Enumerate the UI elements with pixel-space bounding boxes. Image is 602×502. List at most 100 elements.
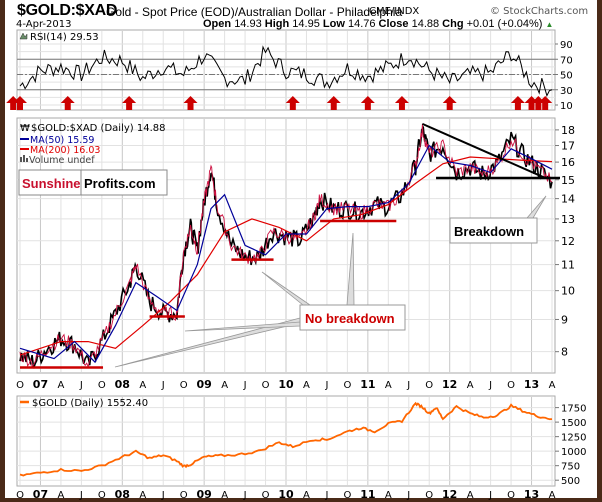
x-tick-label: O [16, 380, 24, 391]
x-tick-label: A [58, 380, 65, 391]
up-arrow-icon [60, 96, 75, 110]
x-tick-label: 12 [442, 488, 457, 501]
high-label: High [264, 18, 290, 30]
rsi-y-tick-label: 90 [560, 40, 573, 51]
gold-y-tick-label: 500 [561, 476, 580, 487]
x-tick-label: 08 [115, 488, 130, 501]
x-tick-label: A [221, 490, 228, 501]
x-tick-label: O [507, 490, 515, 501]
price-bars [19, 126, 553, 369]
x-tick-label: 13 [524, 378, 539, 391]
ma50-legend-text: MA(50) 15.59 [30, 135, 94, 146]
x-tick-label: 08 [115, 378, 130, 391]
gold-y-tick-label: 1750 [561, 404, 586, 415]
x-tick-label: J [488, 380, 492, 391]
x-tick-label: J [324, 490, 328, 501]
gold-y-tick-label: 1500 [561, 418, 586, 429]
up-arrow-icon [442, 96, 457, 110]
no-breakdown-label: No breakdown [305, 311, 395, 326]
gold-legend-text: $GOLD (Daily) 1552.40 [32, 398, 148, 409]
x-tick-label: J [406, 490, 410, 501]
x-tick-label: J [161, 380, 165, 391]
x-tick-label: A [221, 380, 228, 391]
x-tick-label: O [98, 380, 106, 391]
no-breakdown-box [299, 304, 406, 331]
up-arrow-icon [510, 96, 525, 110]
rsi-y-ticks: 90 70 50 30 10 [555, 40, 573, 112]
x-tick-label: A [303, 490, 310, 501]
price-legend-text: $GOLD:$XAD (Daily) 14.88 [31, 123, 165, 134]
x-tick-label: J [406, 380, 410, 391]
support-lines [20, 176, 560, 369]
gold-line [19, 401, 553, 477]
x-tick-label: O [180, 490, 188, 501]
chart-date: 4-Apr-2013 [16, 19, 72, 30]
open-label: Open [203, 18, 232, 30]
up-arrow-icon [13, 96, 27, 110]
up-triangle-icon: ▲ [545, 20, 554, 29]
low-label: Low [322, 18, 345, 30]
rsi-line [19, 45, 553, 97]
downtrend-line [422, 122, 546, 179]
x-tick-label: J [161, 490, 165, 501]
rsi-legend: RSI(14) 29.53 [19, 32, 99, 43]
breakdown-callout: Breakdown [449, 195, 547, 244]
gold-panel: 1750 1500 1250 1000 750 500 $GOLD (Daily) 155… [16, 395, 586, 487]
x-tick-label: 07 [33, 488, 48, 501]
rsi-legend-text: RSI(14) 29.53 [30, 32, 99, 43]
x-tick-label: 09 [196, 488, 211, 501]
x-tick-label: 13 [524, 488, 539, 501]
rsi-y-tick-label: 30 [560, 86, 573, 97]
x-tick-label: A [139, 490, 146, 501]
price-y-tick-label: 8 [561, 346, 568, 359]
x-tick-label: J [488, 490, 492, 501]
x-tick-label: O [343, 380, 351, 391]
up-arrow-icon [394, 96, 409, 110]
x-tick-label: A [139, 380, 146, 391]
up-arrow-icon [183, 96, 198, 110]
x-tick-label: O [343, 490, 351, 501]
x-tick-label: A [549, 490, 556, 501]
price-bars-down [19, 123, 553, 369]
price-y-tick-label: 15 [561, 174, 575, 187]
high-value: 14.95 [292, 18, 320, 30]
gold-x-axis: O 07 A J O 08 A J O 09 A J O 10 A J O 11 A J O 12 A J O 13 A [16, 488, 556, 501]
no-breakdown-callout: No breakdown [114, 232, 406, 368]
close-label: Close [378, 18, 409, 30]
volume-legend-text: Volume undef [29, 155, 95, 166]
gold-y-tick-label: 1250 [561, 433, 586, 444]
rsi-y-tick-label: 50 [560, 71, 573, 82]
x-tick-label: O [425, 380, 433, 391]
x-tick-label: J [243, 380, 247, 391]
x-tick-label: O [262, 490, 270, 501]
price-y-tick-label: 14 [561, 193, 575, 206]
gold-y-ticks: 1750 1500 1250 1000 750 500 [555, 404, 586, 487]
x-tick-label: A [467, 380, 474, 391]
close-value: 14.88 [411, 18, 440, 30]
chg-value: +0.01 (+0.04%) [466, 18, 543, 30]
x-tick-label: A [58, 490, 65, 501]
price-x-axis: O 07 A J O 08 A J O 09 A J O 10 A J O 11 A J O 12 A J O 13 A [16, 378, 556, 391]
gold-grid [17, 397, 555, 485]
rsi-panel: 90 70 50 30 10 RSI(14) 29.53 [6, 29, 573, 112]
x-tick-label: 12 [442, 378, 457, 391]
x-tick-label: J [243, 490, 247, 501]
logo-sunshine: Sunshine [22, 176, 81, 191]
copyright-label: © StockCharts.com [490, 6, 589, 17]
price-legend: ₩ $GOLD:$XAD (Daily) 14.88 MA(50) 15.59 … [20, 123, 165, 166]
rsi-y-tick-label: 10 [560, 101, 573, 112]
x-tick-label: J [79, 380, 83, 391]
chart-description: Gold - Spot Price (EOD)/Australian Dolla… [106, 5, 403, 19]
price-y-tick-label: 10 [561, 285, 575, 298]
x-tick-label: O [98, 490, 106, 501]
price-y-ticks: 18 17 16 15 14 13 12 11 10 9 8 [555, 124, 575, 359]
price-y-tick-label: 17 [561, 140, 575, 153]
x-tick-label: J [79, 490, 83, 501]
price-panel: 18 17 16 15 14 13 12 11 10 9 8 ₩ $GOLD:$XAD (Daily… [16, 117, 575, 374]
price-y-tick-label: 13 [561, 213, 575, 226]
price-y-tick-label: 12 [561, 235, 575, 248]
gold-y-tick-label: 1000 [561, 447, 586, 458]
x-tick-label: O [507, 380, 515, 391]
x-tick-label: 09 [196, 378, 211, 391]
